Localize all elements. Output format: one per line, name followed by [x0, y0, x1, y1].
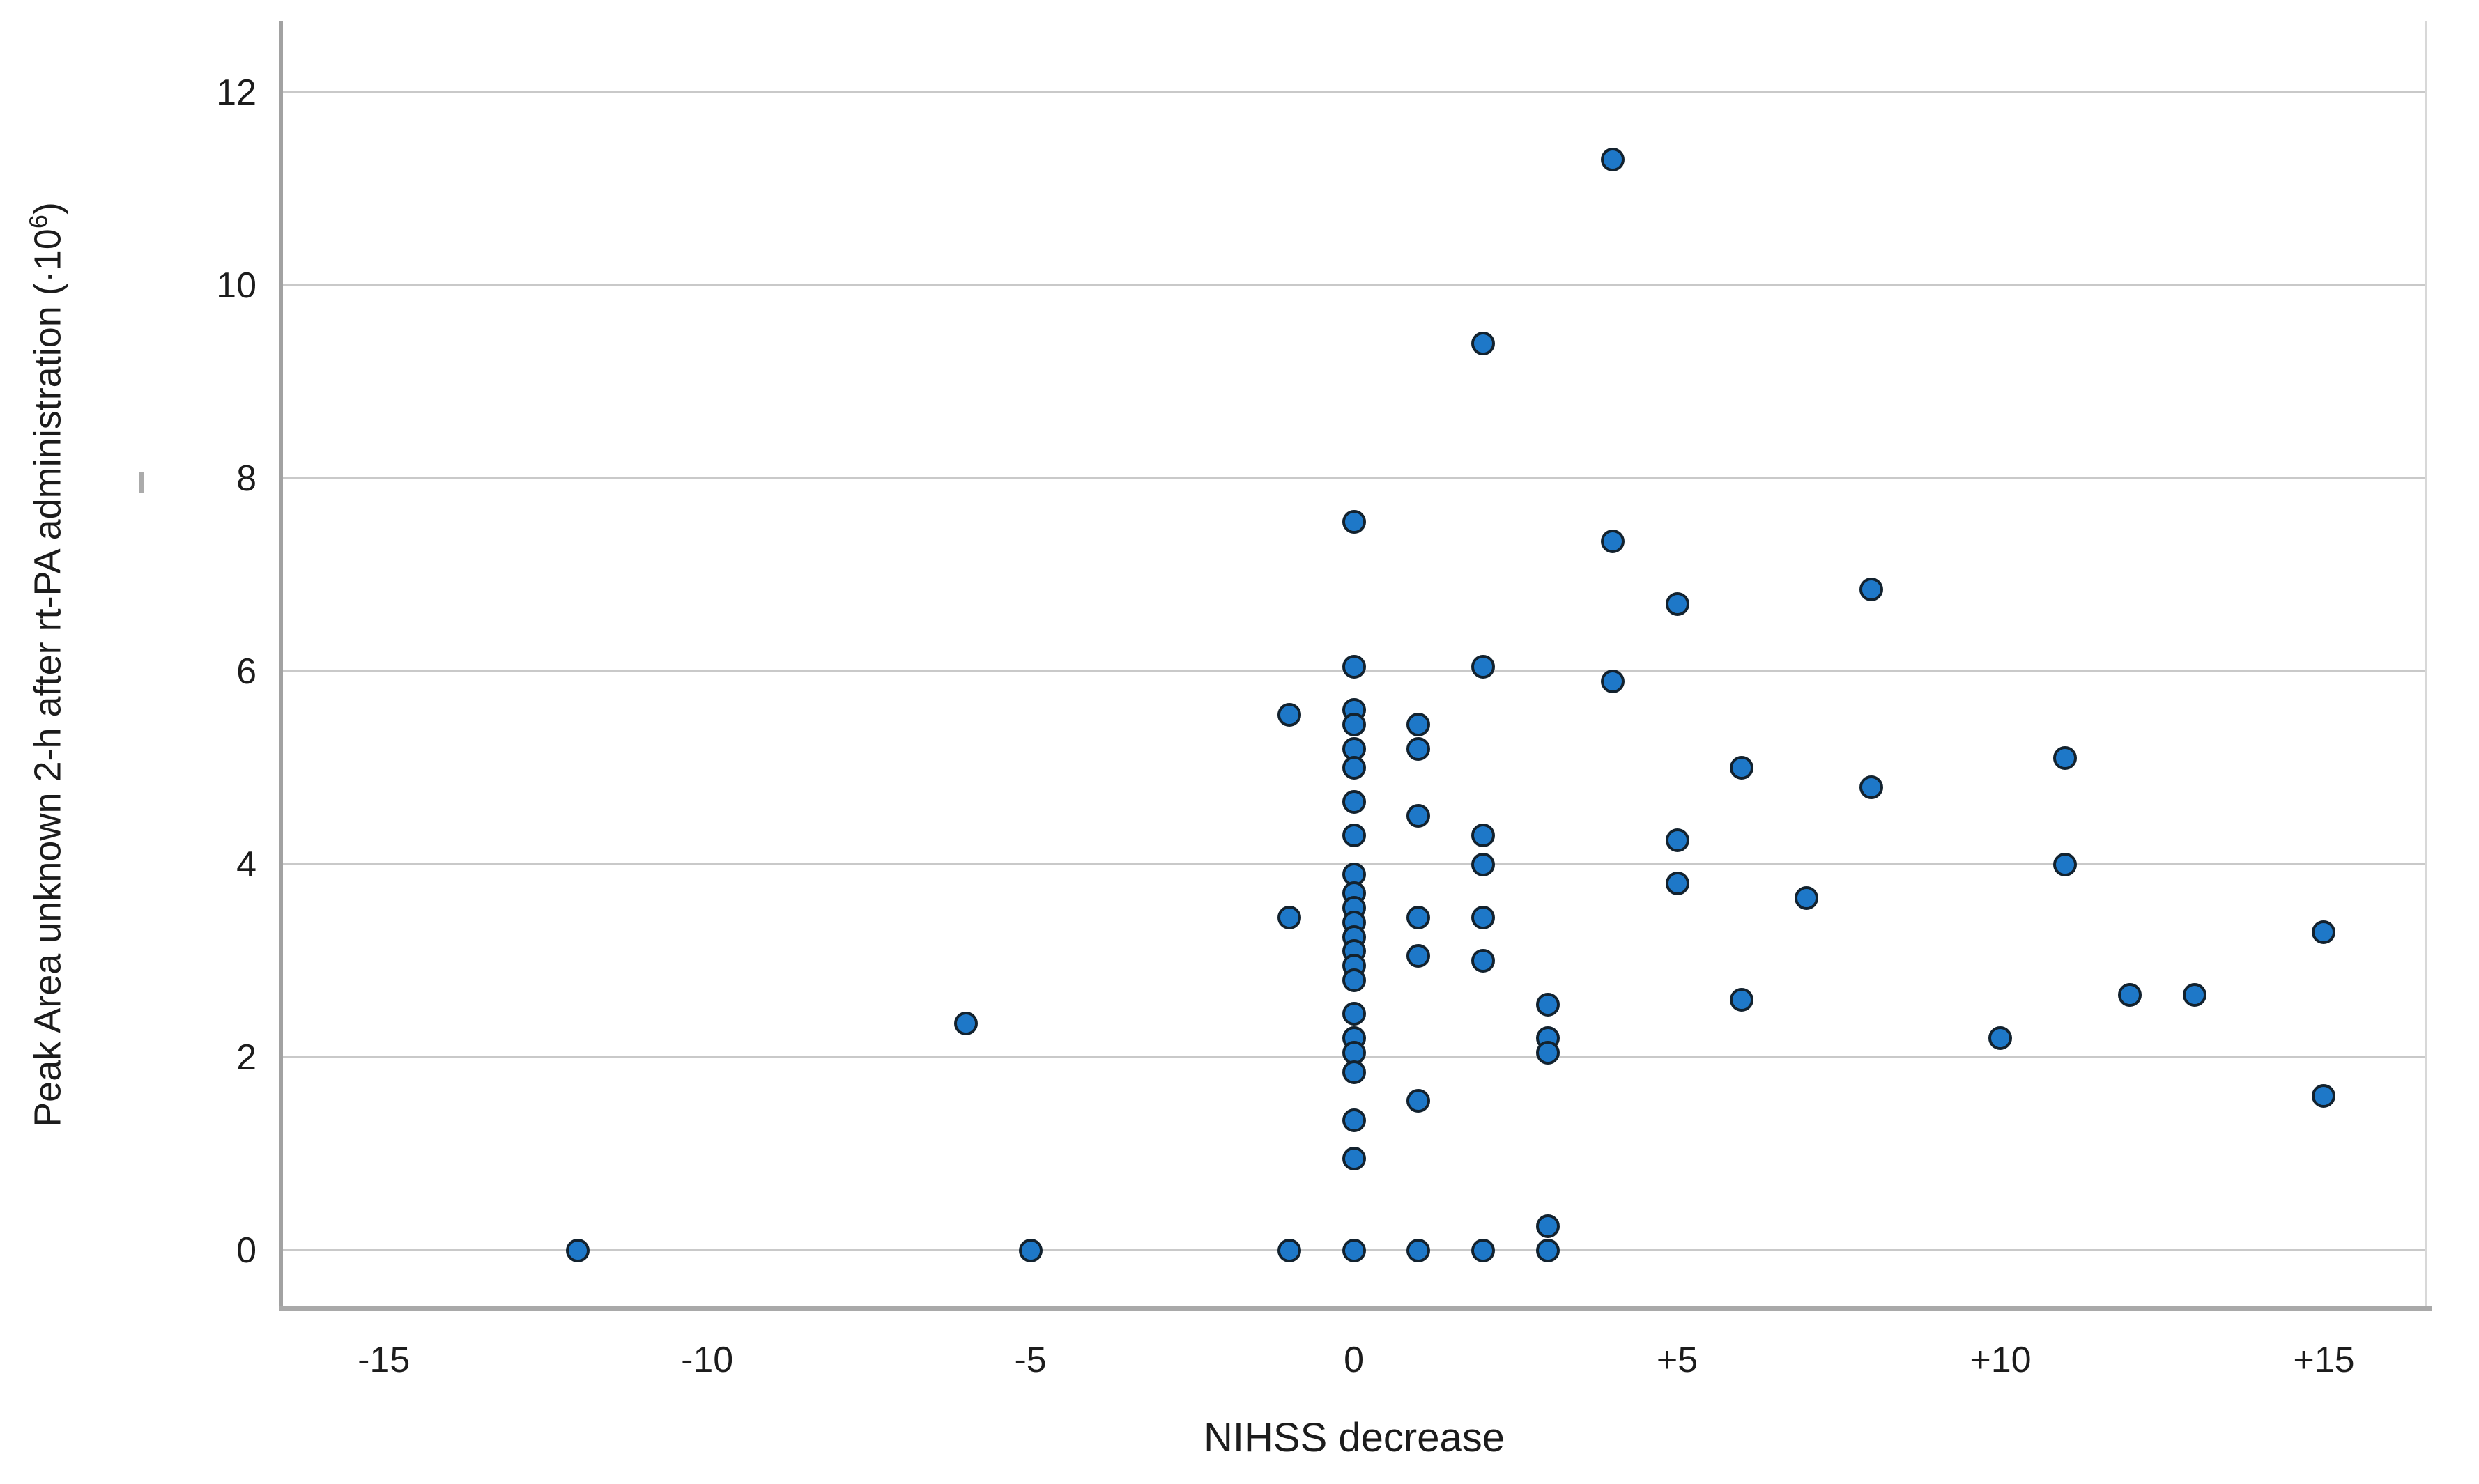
data-point: [1665, 828, 1689, 853]
data-point: [1342, 1108, 1366, 1132]
data-point: [1342, 1060, 1366, 1084]
data-point: [1471, 331, 1496, 355]
x-axis-line: [279, 1306, 2432, 1311]
data-point: [1018, 1238, 1043, 1262]
data-point: [2182, 982, 2206, 1007]
y-tick-label: 8: [236, 458, 256, 499]
y-axis-title-close-paren: ): [26, 202, 69, 215]
y-tick-label: 2: [236, 1037, 256, 1078]
data-point: [1342, 756, 1366, 780]
data-point: [566, 1238, 590, 1262]
data-point: [1342, 654, 1366, 679]
data-point: [1665, 872, 1689, 896]
data-point: [1535, 1238, 1560, 1262]
y-axis-title-text: Peak Area unknown 2-h after rt-PA admini…: [26, 229, 69, 1127]
y-tick-label: 0: [236, 1230, 256, 1271]
data-point: [1535, 1040, 1560, 1065]
data-point: [1406, 1238, 1431, 1262]
data-point: [1406, 712, 1431, 736]
y-tick-label: 4: [236, 844, 256, 885]
data-point: [1342, 1147, 1366, 1171]
y-axis-line: [279, 21, 283, 1311]
data-point: [1406, 804, 1431, 828]
data-point: [1859, 775, 1883, 799]
data-point: [2118, 982, 2142, 1007]
data-point: [1471, 905, 1496, 929]
x-tick-label: -15: [358, 1340, 410, 1380]
data-point: [1342, 1238, 1366, 1262]
data-point: [1277, 703, 1301, 727]
data-point: [1859, 577, 1883, 601]
x-tick-label: +5: [1656, 1340, 1698, 1380]
data-point: [1988, 1026, 2013, 1051]
data-point: [1730, 756, 1754, 780]
gridline: [282, 91, 2427, 93]
data-point: [1342, 1002, 1366, 1026]
data-point: [1600, 669, 1625, 693]
y-tick-label: 12: [216, 72, 256, 113]
y-axis-title: Peak Area unknown 2-h after rt-PA admini…: [20, 202, 69, 1127]
data-point: [1600, 529, 1625, 553]
gridline: [282, 284, 2427, 287]
data-point: [2053, 746, 2078, 771]
stray-tick-mark: [139, 472, 144, 493]
y-axis-title-superscript: 6: [24, 215, 53, 229]
data-point: [1342, 824, 1366, 848]
data-point: [1795, 886, 1819, 911]
x-axis-title: NIHSS decrease: [1204, 1415, 1505, 1460]
data-point: [1665, 592, 1689, 616]
data-point: [1342, 789, 1366, 814]
data-point: [1471, 949, 1496, 973]
plot-area: [282, 21, 2427, 1308]
x-tick-label: -10: [681, 1340, 734, 1380]
data-point: [1471, 824, 1496, 848]
data-point: [1406, 944, 1431, 968]
data-point: [1277, 905, 1301, 929]
data-point: [1600, 148, 1625, 172]
y-tick-label: 10: [216, 265, 256, 306]
data-point: [1471, 852, 1496, 876]
data-point: [1471, 654, 1496, 679]
data-point: [2312, 920, 2336, 944]
data-point: [953, 1012, 978, 1036]
data-point: [1535, 1214, 1560, 1239]
data-point: [1535, 992, 1560, 1017]
data-point: [1342, 968, 1366, 992]
data-point: [1342, 509, 1366, 534]
data-point: [1406, 736, 1431, 761]
data-point: [1471, 1238, 1496, 1262]
data-point: [2312, 1084, 2336, 1108]
data-point: [1406, 1089, 1431, 1113]
data-point: [1277, 1238, 1301, 1262]
x-tick-label: -5: [1014, 1340, 1047, 1380]
x-tick-label: 0: [1344, 1340, 1365, 1380]
y-tick-label: 6: [236, 651, 256, 692]
gridline: [282, 477, 2427, 480]
x-tick-label: +15: [2293, 1340, 2355, 1380]
x-tick-label: +10: [1970, 1340, 2032, 1380]
plot-right-border: [2425, 21, 2427, 1308]
data-point: [2053, 852, 2078, 876]
data-point: [1730, 987, 1754, 1012]
data-point: [1406, 905, 1431, 929]
data-point: [1342, 712, 1366, 736]
